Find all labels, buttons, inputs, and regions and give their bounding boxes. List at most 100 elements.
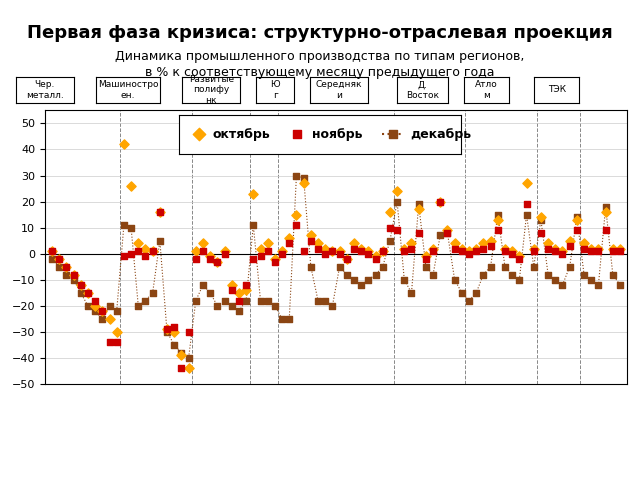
Point — [579, 245, 589, 252]
Point — [227, 281, 237, 289]
Point — [176, 351, 186, 359]
Point — [593, 281, 604, 289]
Point — [593, 245, 604, 252]
Point — [385, 224, 395, 231]
Point — [241, 297, 252, 304]
Point — [212, 302, 223, 310]
Point — [335, 263, 345, 271]
Point — [615, 247, 625, 255]
Text: Динамика промышленного производства по типам регионов,: Динамика промышленного производства по т… — [115, 50, 525, 63]
Point — [500, 263, 510, 271]
Point — [255, 245, 266, 252]
Point — [184, 354, 194, 362]
Point — [227, 287, 237, 294]
Point — [442, 229, 452, 237]
Point — [184, 364, 194, 372]
Point — [111, 328, 122, 336]
Point — [47, 247, 57, 255]
Point — [104, 338, 115, 346]
Point — [579, 271, 589, 278]
Point — [262, 240, 273, 247]
Point — [399, 245, 410, 252]
Point — [572, 216, 582, 224]
Point — [298, 180, 308, 187]
Point — [608, 271, 618, 278]
Point — [111, 307, 122, 315]
Point — [507, 271, 517, 278]
Point — [486, 263, 496, 271]
Point — [68, 271, 79, 278]
Point — [176, 349, 186, 357]
Point — [169, 323, 179, 331]
Point — [270, 255, 280, 263]
Point — [47, 247, 57, 255]
Point — [349, 245, 359, 252]
Point — [97, 307, 108, 315]
Point — [291, 172, 301, 180]
Point — [586, 276, 596, 284]
Point — [234, 297, 244, 304]
Point — [47, 255, 57, 263]
Point — [148, 247, 158, 255]
Point — [68, 276, 79, 284]
Point — [536, 214, 546, 221]
Point — [449, 245, 460, 252]
Point — [615, 281, 625, 289]
Text: Д.
Восток: Д. Восток — [406, 80, 439, 100]
Point — [241, 281, 252, 289]
Point — [162, 325, 172, 333]
Point — [522, 211, 532, 218]
Point — [536, 216, 546, 224]
Point — [392, 227, 402, 234]
Point — [306, 263, 316, 271]
Point — [399, 276, 410, 284]
Point — [550, 276, 561, 284]
Point — [615, 245, 625, 252]
Point — [104, 315, 115, 323]
Point — [76, 281, 86, 289]
Point — [327, 247, 337, 255]
Point — [471, 247, 481, 255]
Point — [572, 214, 582, 221]
Point — [90, 297, 100, 304]
Point — [169, 341, 179, 349]
Point — [364, 247, 374, 255]
Point — [140, 297, 150, 304]
Point — [529, 247, 539, 255]
Point — [277, 250, 287, 258]
Point — [126, 250, 136, 258]
Point — [399, 247, 410, 255]
Point — [133, 240, 143, 247]
Point — [385, 237, 395, 244]
Point — [543, 271, 553, 278]
Point — [262, 297, 273, 304]
Point — [356, 247, 366, 255]
Point — [522, 180, 532, 187]
Point — [586, 245, 596, 252]
Point — [378, 247, 388, 255]
Point — [155, 208, 165, 216]
Text: Машиностро
ен.: Машиностро ен. — [98, 80, 158, 100]
Point — [277, 247, 287, 255]
Point — [522, 200, 532, 208]
Point — [205, 252, 215, 260]
Point — [133, 302, 143, 310]
Point — [83, 289, 93, 297]
Point — [306, 237, 316, 244]
Point — [148, 289, 158, 297]
Point — [349, 240, 359, 247]
Text: Атло
м: Атло м — [475, 80, 498, 100]
Point — [140, 245, 150, 252]
Point — [104, 302, 115, 310]
Text: Развитые
полифу
нк: Развитые полифу нк — [189, 75, 234, 105]
Point — [176, 364, 186, 372]
Point — [557, 250, 568, 258]
Point — [270, 258, 280, 265]
Point — [428, 245, 438, 252]
Point — [220, 247, 230, 255]
Point — [284, 315, 294, 323]
Point — [255, 252, 266, 260]
Point — [212, 258, 223, 265]
Point — [313, 245, 323, 252]
Point — [572, 227, 582, 234]
